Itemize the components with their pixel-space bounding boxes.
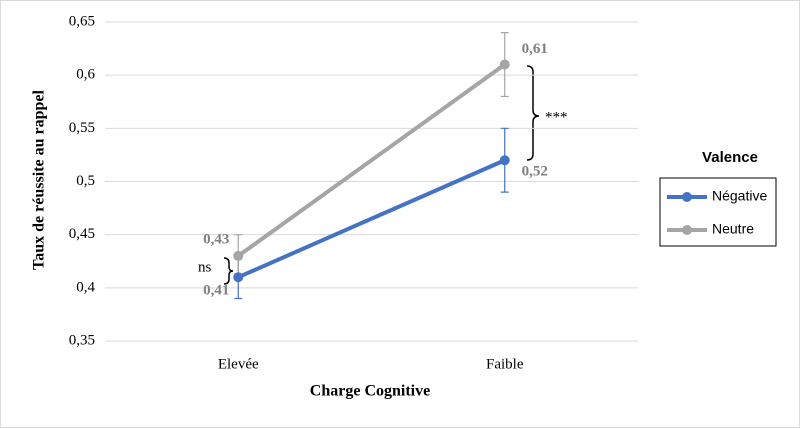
y-tick-label: 0,55 — [69, 120, 95, 136]
y-tick-label: 0,45 — [69, 226, 95, 242]
series-line — [237, 158, 506, 280]
legend-marker — [682, 192, 692, 202]
annotation-ns: ns — [198, 259, 212, 275]
value-label: 0,41 — [203, 283, 229, 299]
y-axis-title: Taux de réussite au rappel — [31, 90, 48, 270]
value-label: 0,61 — [522, 41, 548, 57]
y-tick-label: 0,6 — [76, 67, 95, 83]
annotation-stars: *** — [545, 109, 568, 125]
legend-box — [659, 177, 777, 247]
x-tick-label: Faible — [486, 356, 524, 372]
y-tick-label: 0,5 — [76, 173, 95, 189]
legend-label: Neutre — [712, 221, 754, 237]
data-point — [233, 272, 244, 283]
legend-title: Valence — [702, 149, 758, 166]
y-tick-label: 0,35 — [69, 332, 95, 348]
value-label: 0,52 — [522, 164, 548, 180]
legend-marker — [682, 225, 692, 235]
x-axis-title: Charge Cognitive — [310, 383, 430, 400]
y-tick-label: 0,65 — [69, 13, 95, 29]
data-point — [233, 250, 244, 261]
x-tick-label: Elevée — [218, 356, 259, 372]
value-label: 0,43 — [203, 231, 229, 247]
brace — [526, 65, 540, 161]
data-point — [499, 155, 510, 166]
y-tick-label: 0,4 — [76, 279, 95, 295]
series-line — [237, 62, 506, 258]
brace — [223, 257, 234, 285]
data-point — [499, 59, 510, 70]
legend-label: Négative — [712, 188, 767, 204]
